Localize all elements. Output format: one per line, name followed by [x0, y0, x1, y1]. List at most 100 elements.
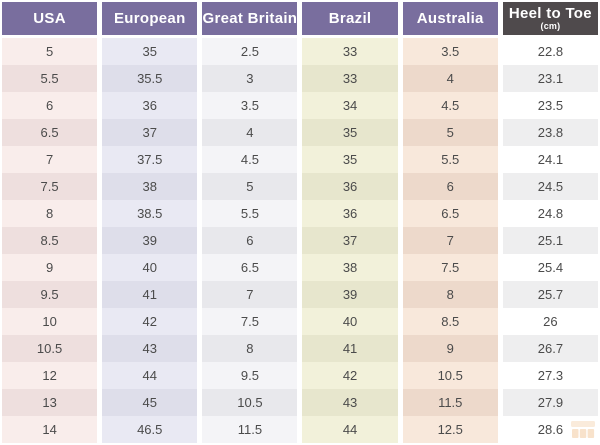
table-cell: 6.5	[202, 254, 298, 281]
table-cell: 33	[302, 38, 398, 65]
column-header-unit-label: (cm)	[540, 20, 561, 31]
table-cell: 24.1	[502, 146, 598, 173]
column-header-label: Australia	[416, 9, 484, 27]
table-cell: 38.5	[102, 200, 198, 227]
table-cell: 9.5	[202, 362, 298, 389]
table-cell: 38	[102, 173, 198, 200]
table-cell: 35.5	[102, 65, 198, 92]
table-cell: 8	[2, 200, 98, 227]
table-cell: 24.5	[502, 173, 598, 200]
table-cell: 7	[2, 146, 98, 173]
table-cell: 10	[2, 308, 98, 335]
column-great-britain: Great Britain 2.5 3 3.5 4 4.5 5 5.5 6 6.5 7 7.5 8 9.…	[202, 2, 298, 443]
table-cell: 9	[402, 335, 498, 362]
table-cell: 8	[402, 281, 498, 308]
column-cells-heel-to-toe: 22.8 23.1 23.5 23.8 24.1 24.5 24.8 25.1 25.4 25.7…	[502, 38, 598, 443]
column-header-label: Heel to Toe	[508, 4, 592, 22]
column-header-label: European	[113, 9, 186, 27]
table-cell: 39	[302, 281, 398, 308]
table-cell: 22.8	[502, 38, 598, 65]
table-cell: 26	[502, 308, 598, 335]
table-cell: 6.5	[402, 200, 498, 227]
table-cell: 7	[402, 227, 498, 254]
table-cell: 33	[302, 65, 398, 92]
table-cell: 11.5	[202, 416, 298, 443]
table-cell: 7.5	[202, 308, 298, 335]
table-cell: 37	[102, 119, 198, 146]
table-cell: 36	[302, 200, 398, 227]
table-cell: 5	[402, 119, 498, 146]
column-european: European 35 35.5 36 37 37.5 38 38.5 39 40 41 42 43 4…	[102, 2, 198, 443]
table-cell: 9	[2, 254, 98, 281]
column-australia: Australia 3.5 4 4.5 5 5.5 6 6.5 7 7.5 8 8.5 9 10.5 11…	[402, 2, 498, 443]
table-cell: 5	[202, 173, 298, 200]
table-cell: 13	[2, 389, 98, 416]
table-cell: 4.5	[202, 146, 298, 173]
table-cell: 8	[202, 335, 298, 362]
table-cell: 11.5	[402, 389, 498, 416]
column-header-brazil: Brazil	[302, 2, 398, 35]
column-brazil: Brazil 33 33 34 35 35 36 36 37 38 39 40 41 42 43 44	[302, 2, 398, 443]
column-cells-european: 35 35.5 36 37 37.5 38 38.5 39 40 41 42 43 44 45 46.5	[102, 38, 198, 443]
table-cell: 7.5	[2, 173, 98, 200]
table-cell: 36	[102, 92, 198, 119]
table-cell: 25.1	[502, 227, 598, 254]
table-cell: 42	[102, 308, 198, 335]
table-cell: 3	[202, 65, 298, 92]
table-cell: 35	[302, 146, 398, 173]
column-cells-australia: 3.5 4 4.5 5 5.5 6 6.5 7 7.5 8 8.5 9 10.5 11.5 12.5	[402, 38, 498, 443]
column-header-label: Great Britain	[202, 9, 298, 27]
table-cell: 44	[302, 416, 398, 443]
table-cell: 37	[302, 227, 398, 254]
table-cell: 27.9	[502, 389, 598, 416]
table-cell: 40	[302, 308, 398, 335]
table-cell: 12.5	[402, 416, 498, 443]
table-cell: 26.7	[502, 335, 598, 362]
table-cell: 4	[202, 119, 298, 146]
table-cell: 5	[2, 38, 98, 65]
table-cell: 43	[302, 389, 398, 416]
column-header-european: European	[102, 2, 198, 35]
table-cell: 5.5	[202, 200, 298, 227]
table-cell: 6	[2, 92, 98, 119]
table-cell: 12	[2, 362, 98, 389]
table-cell: 45	[102, 389, 198, 416]
table-cell: 24.8	[502, 200, 598, 227]
table-cell: 37.5	[102, 146, 198, 173]
table-cell: 39	[102, 227, 198, 254]
column-cells-great-britain: 2.5 3 3.5 4 4.5 5 5.5 6 6.5 7 7.5 8 9.5 10.5 11.5	[202, 38, 298, 443]
table-cell: 5.5	[2, 65, 98, 92]
table-cell: 41	[302, 335, 398, 362]
table-cell: 8.5	[402, 308, 498, 335]
column-header-usa: USA	[2, 2, 98, 35]
table-cell: 25.7	[502, 281, 598, 308]
table-cell: 3.5	[402, 38, 498, 65]
column-cells-brazil: 33 33 34 35 35 36 36 37 38 39 40 41 42 43 44	[302, 38, 398, 443]
table-cell: 6.5	[2, 119, 98, 146]
table-cell: 6	[402, 173, 498, 200]
table-cell: 7	[202, 281, 298, 308]
table-cell: 2.5	[202, 38, 298, 65]
table-cell: 5.5	[402, 146, 498, 173]
table-cell: 44	[102, 362, 198, 389]
table-cell: 9.5	[2, 281, 98, 308]
table-cell: 14	[2, 416, 98, 443]
table-cell: 34	[302, 92, 398, 119]
table-cell: 10.5	[402, 362, 498, 389]
table-cell: 46.5	[102, 416, 198, 443]
table-cell: 43	[102, 335, 198, 362]
column-header-great-britain: Great Britain	[202, 2, 298, 35]
table-cell: 10.5	[2, 335, 98, 362]
table-cell: 27.3	[502, 362, 598, 389]
column-cells-usa: 5 5.5 6 6.5 7 7.5 8 8.5 9 9.5 10 10.5 12 13 14	[2, 38, 98, 443]
table-cell: 7.5	[402, 254, 498, 281]
column-header-label: Brazil	[328, 9, 372, 27]
table-cell: 25.4	[502, 254, 598, 281]
table-cell: 10.5	[202, 389, 298, 416]
column-heel-to-toe: Heel to Toe (cm) 22.8 23.1 23.5 23.8 24.1 24.…	[502, 2, 598, 443]
table-cell: 6	[202, 227, 298, 254]
table-cell: 35	[102, 38, 198, 65]
table-cell: 3.5	[202, 92, 298, 119]
table-cell: 23.5	[502, 92, 598, 119]
